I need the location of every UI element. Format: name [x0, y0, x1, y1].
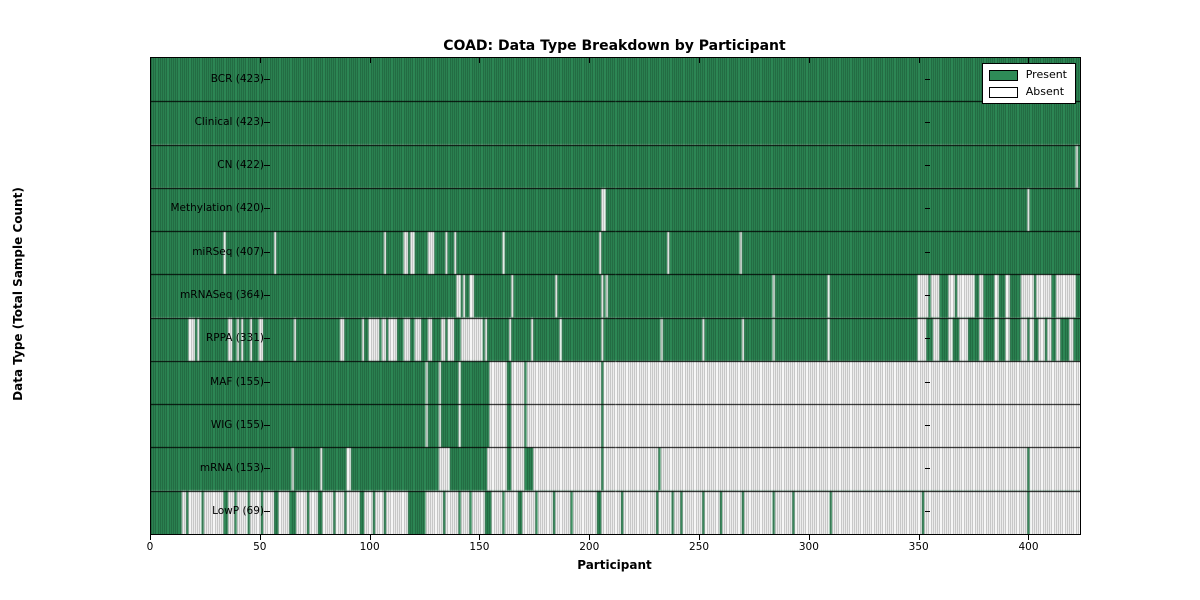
- y-tick-left: [264, 425, 270, 426]
- y-tick-left: [264, 468, 270, 469]
- y-tick-right: [925, 122, 930, 123]
- legend-entry-present: Present: [988, 68, 1067, 81]
- y-tick-label-Methylation: Methylation (420): [170, 202, 264, 215]
- x-tick: [809, 534, 810, 540]
- absent-swatch: [988, 86, 1018, 98]
- y-tick-right: [925, 425, 930, 426]
- chart-title: COAD: Data Type Breakdown by Participant: [443, 38, 786, 54]
- x-tick: [150, 534, 151, 540]
- x-tick: [1028, 534, 1029, 540]
- x-tick: [370, 534, 371, 540]
- y-tick-left: [264, 295, 270, 296]
- y-tick-left: [264, 208, 270, 209]
- y-tick-label-CN: CN (422): [217, 159, 264, 172]
- x-tick-label: 400: [1018, 541, 1039, 553]
- y-tick-label-miRSeq: miRSeq (407): [192, 245, 264, 258]
- x-tick-top: [919, 58, 920, 63]
- x-tick-label: 0: [146, 541, 154, 553]
- y-tick-label-LowP: LowP (69): [212, 505, 264, 518]
- legend-present-label: Present: [1025, 68, 1067, 81]
- x-tick-label: 50: [253, 541, 267, 553]
- plot-area: Present Absent: [150, 57, 1081, 535]
- x-tick-top: [150, 58, 151, 63]
- y-tick-label-BCR: BCR (423): [210, 72, 264, 85]
- x-axis-title: Participant: [577, 558, 652, 572]
- y-tick-left: [264, 338, 270, 339]
- x-tick-top: [370, 58, 371, 63]
- y-tick-left: [264, 511, 270, 512]
- x-tick-top: [809, 58, 810, 63]
- y-tick-left: [264, 382, 270, 383]
- x-tick-label: 100: [359, 541, 380, 553]
- y-tick-right: [925, 511, 930, 512]
- x-tick-label: 350: [908, 541, 929, 553]
- x-tick-label: 250: [689, 541, 710, 553]
- y-tick-right: [925, 338, 930, 339]
- x-tick: [919, 534, 920, 540]
- y-tick-right: [925, 79, 930, 80]
- x-tick: [589, 534, 590, 540]
- x-tick: [260, 534, 261, 540]
- x-tick-label: 150: [469, 541, 490, 553]
- x-tick: [699, 534, 700, 540]
- y-tick-left: [264, 122, 270, 123]
- y-tick-label-WIG: WIG (155): [210, 418, 264, 431]
- x-tick-label: 300: [798, 541, 819, 553]
- x-tick-top: [699, 58, 700, 63]
- y-tick-right: [925, 468, 930, 469]
- y-tick-right: [925, 165, 930, 166]
- y-tick-right: [925, 382, 930, 383]
- x-tick: [479, 534, 480, 540]
- y-tick-left: [264, 165, 270, 166]
- y-tick-label-MAF: MAF (155): [210, 375, 264, 388]
- legend-absent-label: Absent: [1025, 85, 1065, 98]
- x-tick-top: [589, 58, 590, 63]
- y-tick-label-mRNA: mRNA (153): [199, 462, 264, 475]
- present-swatch: [988, 69, 1018, 81]
- y-tick-left: [264, 79, 270, 80]
- presence-absence-matrix: [151, 58, 1080, 534]
- y-tick-right: [925, 295, 930, 296]
- y-tick-label-mRNASeq: mRNASeq (364): [180, 289, 264, 301]
- y-axis-title: Data Type (Total Sample Count): [11, 187, 25, 401]
- x-tick-top: [479, 58, 480, 63]
- legend-entry-absent: Absent: [988, 85, 1067, 98]
- x-tick-top: [260, 58, 261, 63]
- y-tick-label-Clinical: Clinical (423): [194, 115, 264, 128]
- x-tick-top: [1028, 58, 1029, 63]
- y-tick-right: [925, 208, 930, 209]
- y-tick-label-RPPA: RPPA (331): [205, 332, 264, 345]
- legend: Present Absent: [981, 63, 1076, 104]
- y-tick-left: [264, 252, 270, 253]
- y-tick-right: [925, 252, 930, 253]
- x-tick-label: 200: [579, 541, 600, 553]
